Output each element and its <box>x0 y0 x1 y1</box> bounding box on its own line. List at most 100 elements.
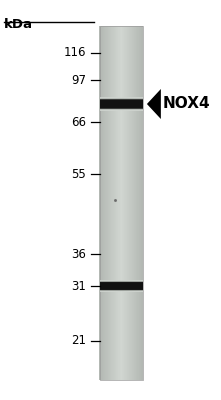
Bar <box>142 26 143 380</box>
Bar <box>129 26 130 380</box>
Bar <box>100 98 143 100</box>
Text: kDa: kDa <box>4 18 33 31</box>
Bar <box>118 26 119 380</box>
Bar <box>100 280 143 282</box>
Bar <box>133 26 134 380</box>
Bar <box>142 26 143 380</box>
Bar <box>130 26 131 380</box>
Bar <box>100 108 143 110</box>
Bar <box>124 26 125 380</box>
Bar <box>100 108 143 111</box>
Bar <box>100 290 143 292</box>
Bar <box>100 290 143 292</box>
Bar <box>123 26 124 380</box>
Bar <box>120 26 121 380</box>
Bar <box>131 26 132 380</box>
Bar <box>100 289 143 291</box>
Bar <box>137 26 138 380</box>
Bar <box>112 26 113 380</box>
Bar <box>125 26 126 380</box>
Bar <box>123 26 124 380</box>
Bar <box>100 281 143 291</box>
Bar <box>126 26 127 380</box>
Bar <box>100 97 143 99</box>
Bar <box>100 108 143 110</box>
Bar <box>114 26 115 380</box>
Bar <box>127 26 128 380</box>
Bar <box>111 26 112 380</box>
Bar <box>124 26 125 380</box>
Bar <box>100 98 143 100</box>
Bar <box>100 280 143 282</box>
Bar <box>138 26 139 380</box>
Bar <box>131 26 132 380</box>
Text: 55: 55 <box>71 168 86 180</box>
Bar <box>105 26 106 380</box>
Bar <box>100 281 143 283</box>
Bar <box>102 26 103 380</box>
Bar <box>119 26 120 380</box>
Bar <box>109 26 110 380</box>
Bar <box>100 280 143 282</box>
Bar <box>100 290 143 292</box>
Bar <box>105 26 106 380</box>
Bar <box>100 98 143 100</box>
Bar <box>137 26 138 380</box>
Text: 21: 21 <box>71 334 86 347</box>
Bar <box>100 97 143 99</box>
Text: 97: 97 <box>71 74 86 86</box>
Bar <box>122 26 123 380</box>
Text: 66: 66 <box>71 116 86 128</box>
Bar <box>100 109 143 111</box>
Bar <box>104 26 105 380</box>
Bar <box>100 97 143 100</box>
Bar <box>117 26 118 380</box>
Bar <box>101 26 102 380</box>
Bar <box>100 98 143 110</box>
Bar <box>99 26 100 380</box>
Bar <box>132 26 133 380</box>
Bar <box>100 281 143 282</box>
Bar <box>121 26 122 380</box>
Bar <box>141 26 142 380</box>
Bar <box>108 26 109 380</box>
Bar <box>100 109 143 111</box>
Bar <box>104 26 105 380</box>
Text: 116: 116 <box>63 46 86 59</box>
Bar <box>100 26 101 380</box>
Text: 36: 36 <box>71 248 86 260</box>
Bar <box>134 26 135 380</box>
Bar <box>100 109 143 111</box>
Bar <box>100 26 143 380</box>
Bar <box>136 26 137 380</box>
Text: 31: 31 <box>71 280 86 292</box>
Bar <box>100 280 143 282</box>
Polygon shape <box>147 89 161 119</box>
Bar <box>106 26 107 380</box>
Bar <box>135 26 136 380</box>
Bar <box>100 290 143 292</box>
Bar <box>139 26 140 380</box>
Bar <box>117 26 118 380</box>
Bar <box>111 26 112 380</box>
Bar <box>118 26 119 380</box>
Bar <box>115 26 116 380</box>
Bar <box>100 97 143 99</box>
Bar <box>103 26 104 380</box>
Bar <box>110 26 111 380</box>
Bar <box>130 26 131 380</box>
Bar <box>100 290 143 291</box>
Bar <box>116 26 117 380</box>
Bar <box>100 289 143 291</box>
Bar <box>140 26 141 380</box>
Bar <box>107 26 108 380</box>
Bar <box>113 26 114 380</box>
Text: NOX4: NOX4 <box>163 96 211 112</box>
Bar <box>100 108 143 110</box>
Bar <box>129 26 130 380</box>
Bar <box>136 26 137 380</box>
Bar <box>128 26 129 380</box>
Bar <box>100 281 143 283</box>
Bar <box>112 26 113 380</box>
Bar <box>100 280 143 282</box>
